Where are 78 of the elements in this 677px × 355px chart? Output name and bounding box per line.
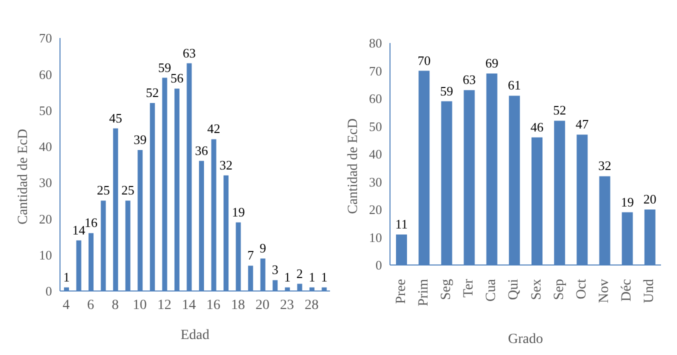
y-tick-label: 70 bbox=[369, 63, 382, 78]
x-tick-label: Cua bbox=[484, 278, 500, 302]
x-tick-label: Déc bbox=[620, 279, 635, 302]
y-tick-label: 80 bbox=[369, 36, 382, 51]
y-tick-label: 40 bbox=[39, 139, 52, 154]
x-axis-title: Edad bbox=[180, 328, 210, 343]
x-tick-label: 12 bbox=[157, 298, 172, 313]
y-tick-label: 0 bbox=[376, 258, 382, 273]
x-tick-label: Sex bbox=[529, 279, 544, 300]
y-tick-label: 0 bbox=[46, 284, 52, 299]
x-tick-label: Seg bbox=[438, 279, 454, 300]
x-tick-label: 4 bbox=[62, 298, 70, 313]
data-label: 63 bbox=[462, 72, 476, 88]
x-tick-label: Und bbox=[642, 279, 658, 304]
y-tick-label: 50 bbox=[369, 118, 382, 134]
y-tick-label: 50 bbox=[39, 102, 52, 118]
data-label: 32 bbox=[598, 158, 612, 174]
x-tick-label: Nov bbox=[597, 279, 612, 304]
x-tick-label: 6 bbox=[87, 298, 94, 313]
data-label: 1 bbox=[63, 269, 70, 284]
x-axis-title: Grado bbox=[508, 332, 543, 347]
data-label: 46 bbox=[530, 119, 544, 134]
data-label: 1 bbox=[308, 269, 316, 284]
y-tick-label: 10 bbox=[39, 247, 52, 262]
x-tick-label: 14 bbox=[182, 298, 196, 313]
data-label: 61 bbox=[508, 78, 521, 93]
data-label: 11 bbox=[395, 216, 408, 232]
y-tick-label: 70 bbox=[39, 30, 52, 46]
data-label: 52 bbox=[553, 102, 566, 118]
data-label: 69 bbox=[485, 56, 498, 71]
x-tick-label: 23 bbox=[280, 298, 294, 313]
data-label: 19 bbox=[232, 204, 245, 220]
data-label: 3 bbox=[272, 262, 278, 278]
x-tick-label: Oct bbox=[574, 278, 590, 300]
y-axis-title: Cantidad de EcD bbox=[16, 128, 31, 224]
y-tick-label: 60 bbox=[39, 66, 52, 82]
y-tick-label: 30 bbox=[39, 175, 52, 190]
y-tick-label: 20 bbox=[39, 211, 52, 226]
data-label: 42 bbox=[207, 121, 220, 136]
data-label: 32 bbox=[220, 157, 233, 172]
y-tick-label: 60 bbox=[369, 91, 382, 106]
x-tick-label: 8 bbox=[112, 298, 119, 313]
data-label: 52 bbox=[146, 85, 159, 100]
x-tick-label: 10 bbox=[132, 298, 147, 313]
data-label: 63 bbox=[182, 45, 196, 60]
x-tick-label: Ter bbox=[462, 278, 477, 298]
y-tick-label: 20 bbox=[369, 202, 382, 218]
x-tick-label: Qui bbox=[506, 278, 522, 300]
x-tick-label: 20 bbox=[256, 298, 270, 313]
data-label: 47 bbox=[576, 116, 590, 132]
x-tick-label: Prim bbox=[416, 278, 432, 306]
data-label: 2 bbox=[296, 266, 303, 281]
data-label: 1 bbox=[320, 269, 328, 284]
data-label: 39 bbox=[134, 132, 147, 148]
y-tick-label: 10 bbox=[369, 230, 382, 245]
data-label: 9 bbox=[260, 240, 266, 256]
data-label: 20 bbox=[643, 192, 656, 206]
data-label: 7 bbox=[247, 248, 254, 263]
data-label: 25 bbox=[121, 182, 134, 198]
data-label: 16 bbox=[84, 215, 98, 230]
x-tick-label: Sep bbox=[552, 279, 567, 300]
x-tick-label: Pree bbox=[394, 279, 409, 304]
data-label: 45 bbox=[109, 110, 122, 126]
data-label: 14 bbox=[72, 222, 86, 238]
x-tick-label: 16 bbox=[206, 298, 220, 313]
y-tick-label: 30 bbox=[369, 174, 382, 190]
data-label: 1 bbox=[284, 269, 291, 284]
data-label: 56 bbox=[170, 70, 184, 86]
data-label: 70 bbox=[418, 52, 431, 68]
data-label: 36 bbox=[195, 142, 208, 158]
data-label: 19 bbox=[620, 194, 634, 210]
x-tick-label: 28 bbox=[304, 298, 319, 313]
data-label: 25 bbox=[96, 182, 110, 198]
data-label: 59 bbox=[440, 83, 454, 98]
x-tick-label: 18 bbox=[230, 298, 245, 313]
data-label: 59 bbox=[158, 60, 172, 75]
y-axis-title: Cantidad de EcD bbox=[346, 118, 361, 214]
y-tick-label: 40 bbox=[369, 146, 382, 162]
